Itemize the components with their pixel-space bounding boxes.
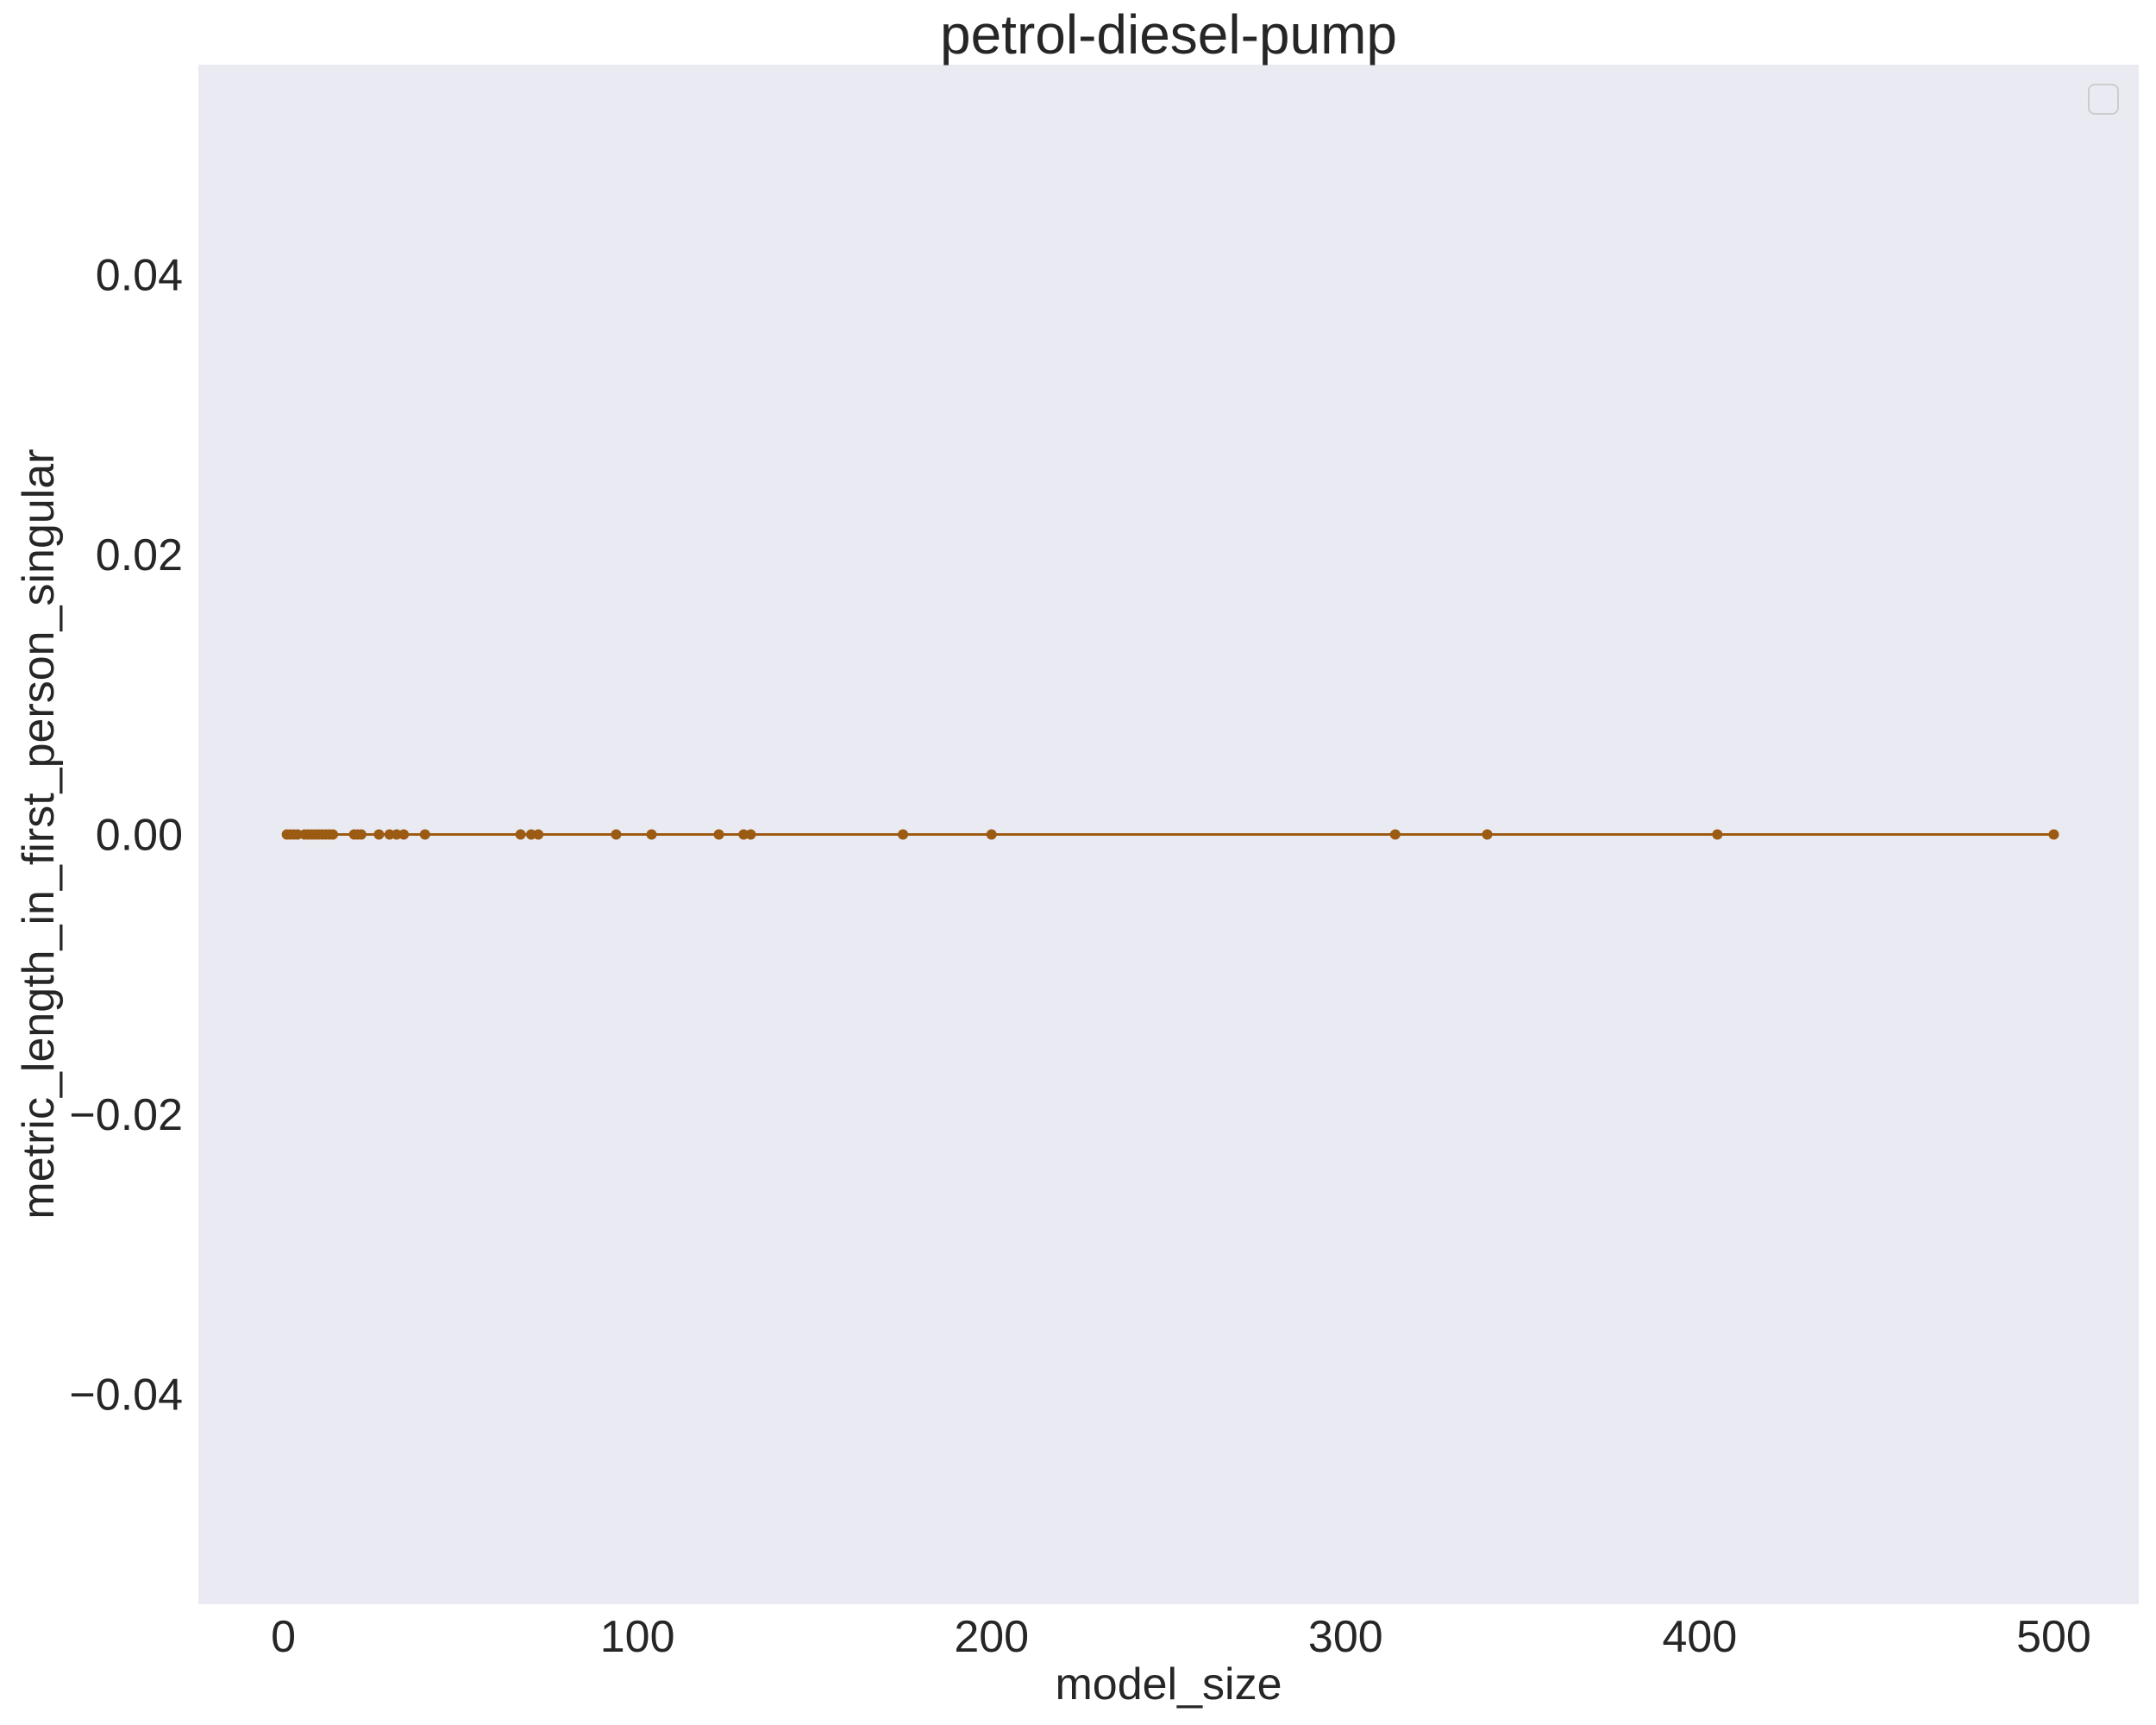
data-point xyxy=(373,829,385,840)
y-axis-label: metric_length_in_first_person_singular xyxy=(14,448,64,1219)
x-tick-label: 300 xyxy=(1308,1612,1383,1662)
data-point xyxy=(419,829,430,840)
data-point xyxy=(745,829,756,840)
data-point xyxy=(1482,829,1493,840)
x-axis: 0 100 200 300 400 500 xyxy=(271,1612,2091,1662)
x-tick-label: 0 xyxy=(271,1612,296,1662)
x-axis-label: model_size xyxy=(1055,1659,1282,1709)
data-point xyxy=(533,829,544,840)
y-tick-label: 0.04 xyxy=(96,250,183,300)
x-tick-label: 500 xyxy=(2016,1612,2091,1662)
data-point xyxy=(398,829,410,840)
y-tick-label: −0.02 xyxy=(69,1090,183,1140)
data-point xyxy=(515,829,526,840)
y-axis: −0.04 −0.02 0.00 0.02 0.04 xyxy=(69,250,183,1420)
y-tick-label: −0.04 xyxy=(69,1371,183,1421)
data-point xyxy=(328,829,339,840)
data-point xyxy=(713,829,724,840)
y-tick-label: 0.00 xyxy=(96,811,183,861)
series-layer xyxy=(281,829,2059,840)
data-point xyxy=(646,829,657,840)
data-point xyxy=(986,829,997,840)
data-point xyxy=(738,829,749,840)
data-point xyxy=(898,829,909,840)
x-tick-label: 200 xyxy=(954,1612,1029,1662)
data-point xyxy=(611,829,622,840)
legend-box xyxy=(2088,84,2119,115)
chart-title: petrol-diesel-pump xyxy=(940,3,1397,66)
data-point xyxy=(355,829,367,840)
data-point xyxy=(291,829,303,840)
data-point xyxy=(2048,829,2059,840)
data-point xyxy=(1712,829,1723,840)
data-point xyxy=(1389,829,1401,840)
x-tick-label: 100 xyxy=(600,1612,675,1662)
data-point xyxy=(391,829,402,840)
x-tick-label: 400 xyxy=(1662,1612,1737,1662)
data-point xyxy=(525,829,536,840)
data-point xyxy=(384,829,395,840)
y-tick-label: 0.02 xyxy=(96,530,183,580)
